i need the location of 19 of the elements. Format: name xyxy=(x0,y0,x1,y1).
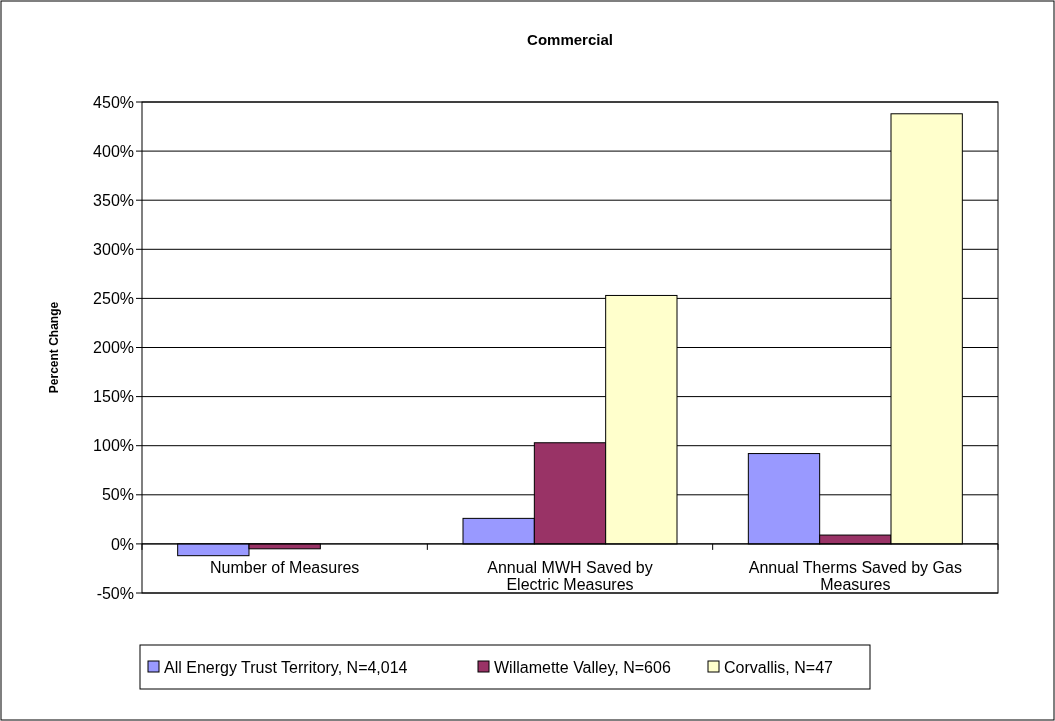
y-tick-label: 200% xyxy=(93,339,134,357)
y-tick-label: 100% xyxy=(93,437,134,455)
legend-label: Willamette Valley, N=606 xyxy=(494,658,671,676)
y-tick-label: 150% xyxy=(93,388,134,406)
legend-label: All Energy Trust Territory, N=4,014 xyxy=(164,658,408,676)
chart-title: Commercial xyxy=(527,31,613,48)
y-axis-title: Percent Change xyxy=(47,301,61,394)
x-tick-label: Annual Therms Saved by Gas Measures xyxy=(748,558,962,593)
y-tick-label: 250% xyxy=(93,290,134,307)
y-tick-label: 350% xyxy=(93,191,134,209)
y-tick-label: 400% xyxy=(93,142,134,160)
y-tick-label: 50% xyxy=(101,486,134,504)
y-tick-label: 0% xyxy=(110,535,134,553)
y-tick-label: 300% xyxy=(93,240,134,258)
legend-label: Corvallis, N=47 xyxy=(724,658,834,676)
x-tick-label: Annual MWH Saved by Electric Measures xyxy=(487,558,653,593)
y-tick-label: -50% xyxy=(96,584,134,602)
x-tick-label: Number of Measures xyxy=(209,558,360,576)
y-tick-label: 450% xyxy=(93,93,134,111)
